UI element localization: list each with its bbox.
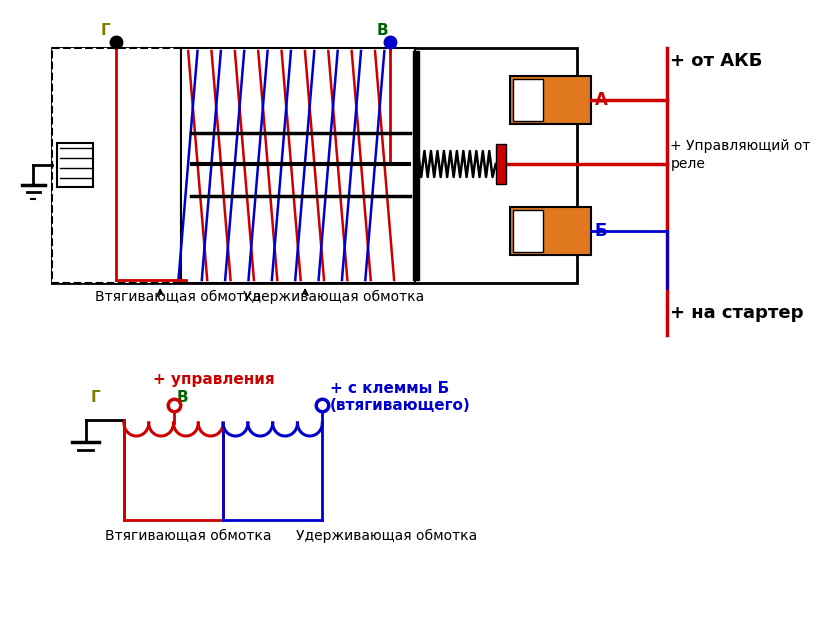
Text: + на стартер: + на стартер: [671, 304, 804, 322]
Text: + от АКБ: + от АКБ: [671, 52, 762, 70]
Bar: [513, 79, 544, 121]
Bar: [53, 48, 577, 283]
Text: + Управляющий от: + Управляющий от: [671, 139, 811, 153]
Text: Б: Б: [595, 222, 607, 240]
Bar: [53, 48, 181, 283]
Bar: [510, 76, 591, 124]
Bar: [181, 48, 414, 283]
Bar: [513, 210, 544, 252]
Text: Втягивающая обмотка: Втягивающая обмотка: [95, 290, 262, 304]
Text: Удерживающая обмотка: Удерживающая обмотка: [295, 529, 477, 543]
Text: (втягивающего): (втягивающего): [330, 398, 470, 413]
Bar: [413, 51, 419, 280]
Text: А: А: [595, 91, 608, 109]
Bar: [510, 207, 591, 255]
Text: Втягивающая обмотка: Втягивающая обмотка: [105, 529, 271, 543]
Text: + управления: + управления: [153, 372, 274, 387]
Text: + с клеммы Б: + с клеммы Б: [330, 381, 450, 396]
Text: В: В: [377, 23, 388, 38]
Text: Г: Г: [91, 390, 100, 405]
Text: В: В: [176, 390, 188, 405]
Text: Г: Г: [101, 23, 111, 38]
Text: Удерживающая обмотка: Удерживающая обмотка: [244, 290, 425, 304]
Bar: [495, 144, 506, 184]
Text: реле: реле: [671, 157, 705, 171]
Bar: [58, 143, 93, 187]
